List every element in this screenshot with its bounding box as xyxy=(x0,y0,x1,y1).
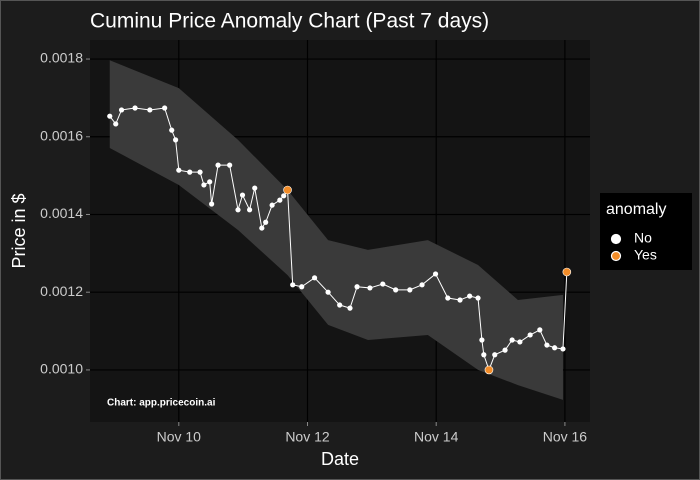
anomaly-point xyxy=(484,365,494,375)
price-point xyxy=(176,167,182,173)
price-point xyxy=(118,107,125,113)
price-point xyxy=(162,105,168,111)
price-point xyxy=(325,289,331,295)
price-point xyxy=(552,345,558,351)
anomaly-point xyxy=(562,267,572,277)
price-point xyxy=(407,287,413,293)
price-point xyxy=(527,332,533,338)
price-point xyxy=(107,113,113,119)
price-point xyxy=(263,219,269,225)
price-point xyxy=(475,295,481,301)
x-tick-label: Nov 16 xyxy=(543,429,588,445)
price-point xyxy=(172,137,179,143)
price-point xyxy=(246,207,253,213)
anomaly-point xyxy=(283,185,292,195)
price-point xyxy=(187,169,193,175)
y-tick-label: 0.0016 xyxy=(40,127,83,143)
y-axis-label: Price in $ xyxy=(9,193,29,268)
price-point xyxy=(467,293,473,299)
caption: Chart: app.pricecoin.ai xyxy=(107,398,216,409)
price-point xyxy=(132,105,138,111)
price-point xyxy=(235,207,241,213)
price-point xyxy=(113,121,119,127)
price-point xyxy=(457,297,463,303)
price-point xyxy=(537,327,543,333)
price-point xyxy=(269,202,275,208)
price-point xyxy=(259,225,265,231)
y-tick-label: 0.0012 xyxy=(40,283,83,299)
price-point xyxy=(252,185,258,191)
price-point xyxy=(393,287,399,293)
price-point xyxy=(560,346,566,352)
x-axis-label: Date xyxy=(321,449,359,469)
price-point xyxy=(201,182,207,188)
x-tick-label: Nov 14 xyxy=(414,429,459,445)
legend-label: No xyxy=(634,230,652,246)
price-point xyxy=(227,162,233,168)
price-point xyxy=(445,295,451,301)
legend-label: Yes xyxy=(634,247,657,263)
x-tick-label: Nov 10 xyxy=(157,429,202,445)
confidence-band xyxy=(109,60,563,400)
y-tick-label: 0.0018 xyxy=(40,50,83,66)
x-tick-label: Nov 12 xyxy=(285,429,330,445)
price-point xyxy=(337,302,343,308)
price-point xyxy=(354,284,360,290)
price-point xyxy=(299,284,305,290)
y-tick-label: 0.0010 xyxy=(40,361,83,377)
price-point xyxy=(169,127,175,133)
price-point xyxy=(197,169,203,175)
price-point xyxy=(419,282,425,288)
price-point xyxy=(281,193,287,199)
price-point xyxy=(147,107,153,113)
plot-layer xyxy=(107,60,572,400)
price-point xyxy=(347,305,353,311)
legend-title: anomaly xyxy=(606,201,666,218)
price-point xyxy=(479,337,485,343)
legend-marker xyxy=(610,233,622,245)
y-tick-label: 0.0014 xyxy=(40,205,83,221)
price-point xyxy=(311,275,318,281)
price-point xyxy=(207,179,213,185)
price-point xyxy=(367,285,373,291)
price-point xyxy=(544,342,550,348)
legend-marker xyxy=(610,250,622,262)
price-point xyxy=(215,162,221,168)
price-point xyxy=(277,197,283,203)
price-point xyxy=(239,192,246,198)
price-point xyxy=(509,337,515,343)
price-point xyxy=(492,352,498,358)
price-point xyxy=(209,201,215,207)
price-point xyxy=(290,282,296,288)
chart-title: Cuminu Price Anomaly Chart (Past 7 days) xyxy=(90,10,489,33)
price-point xyxy=(432,271,439,277)
price-point xyxy=(502,347,508,353)
price-point xyxy=(380,281,386,287)
price-point xyxy=(517,339,523,345)
price-point xyxy=(481,352,487,358)
